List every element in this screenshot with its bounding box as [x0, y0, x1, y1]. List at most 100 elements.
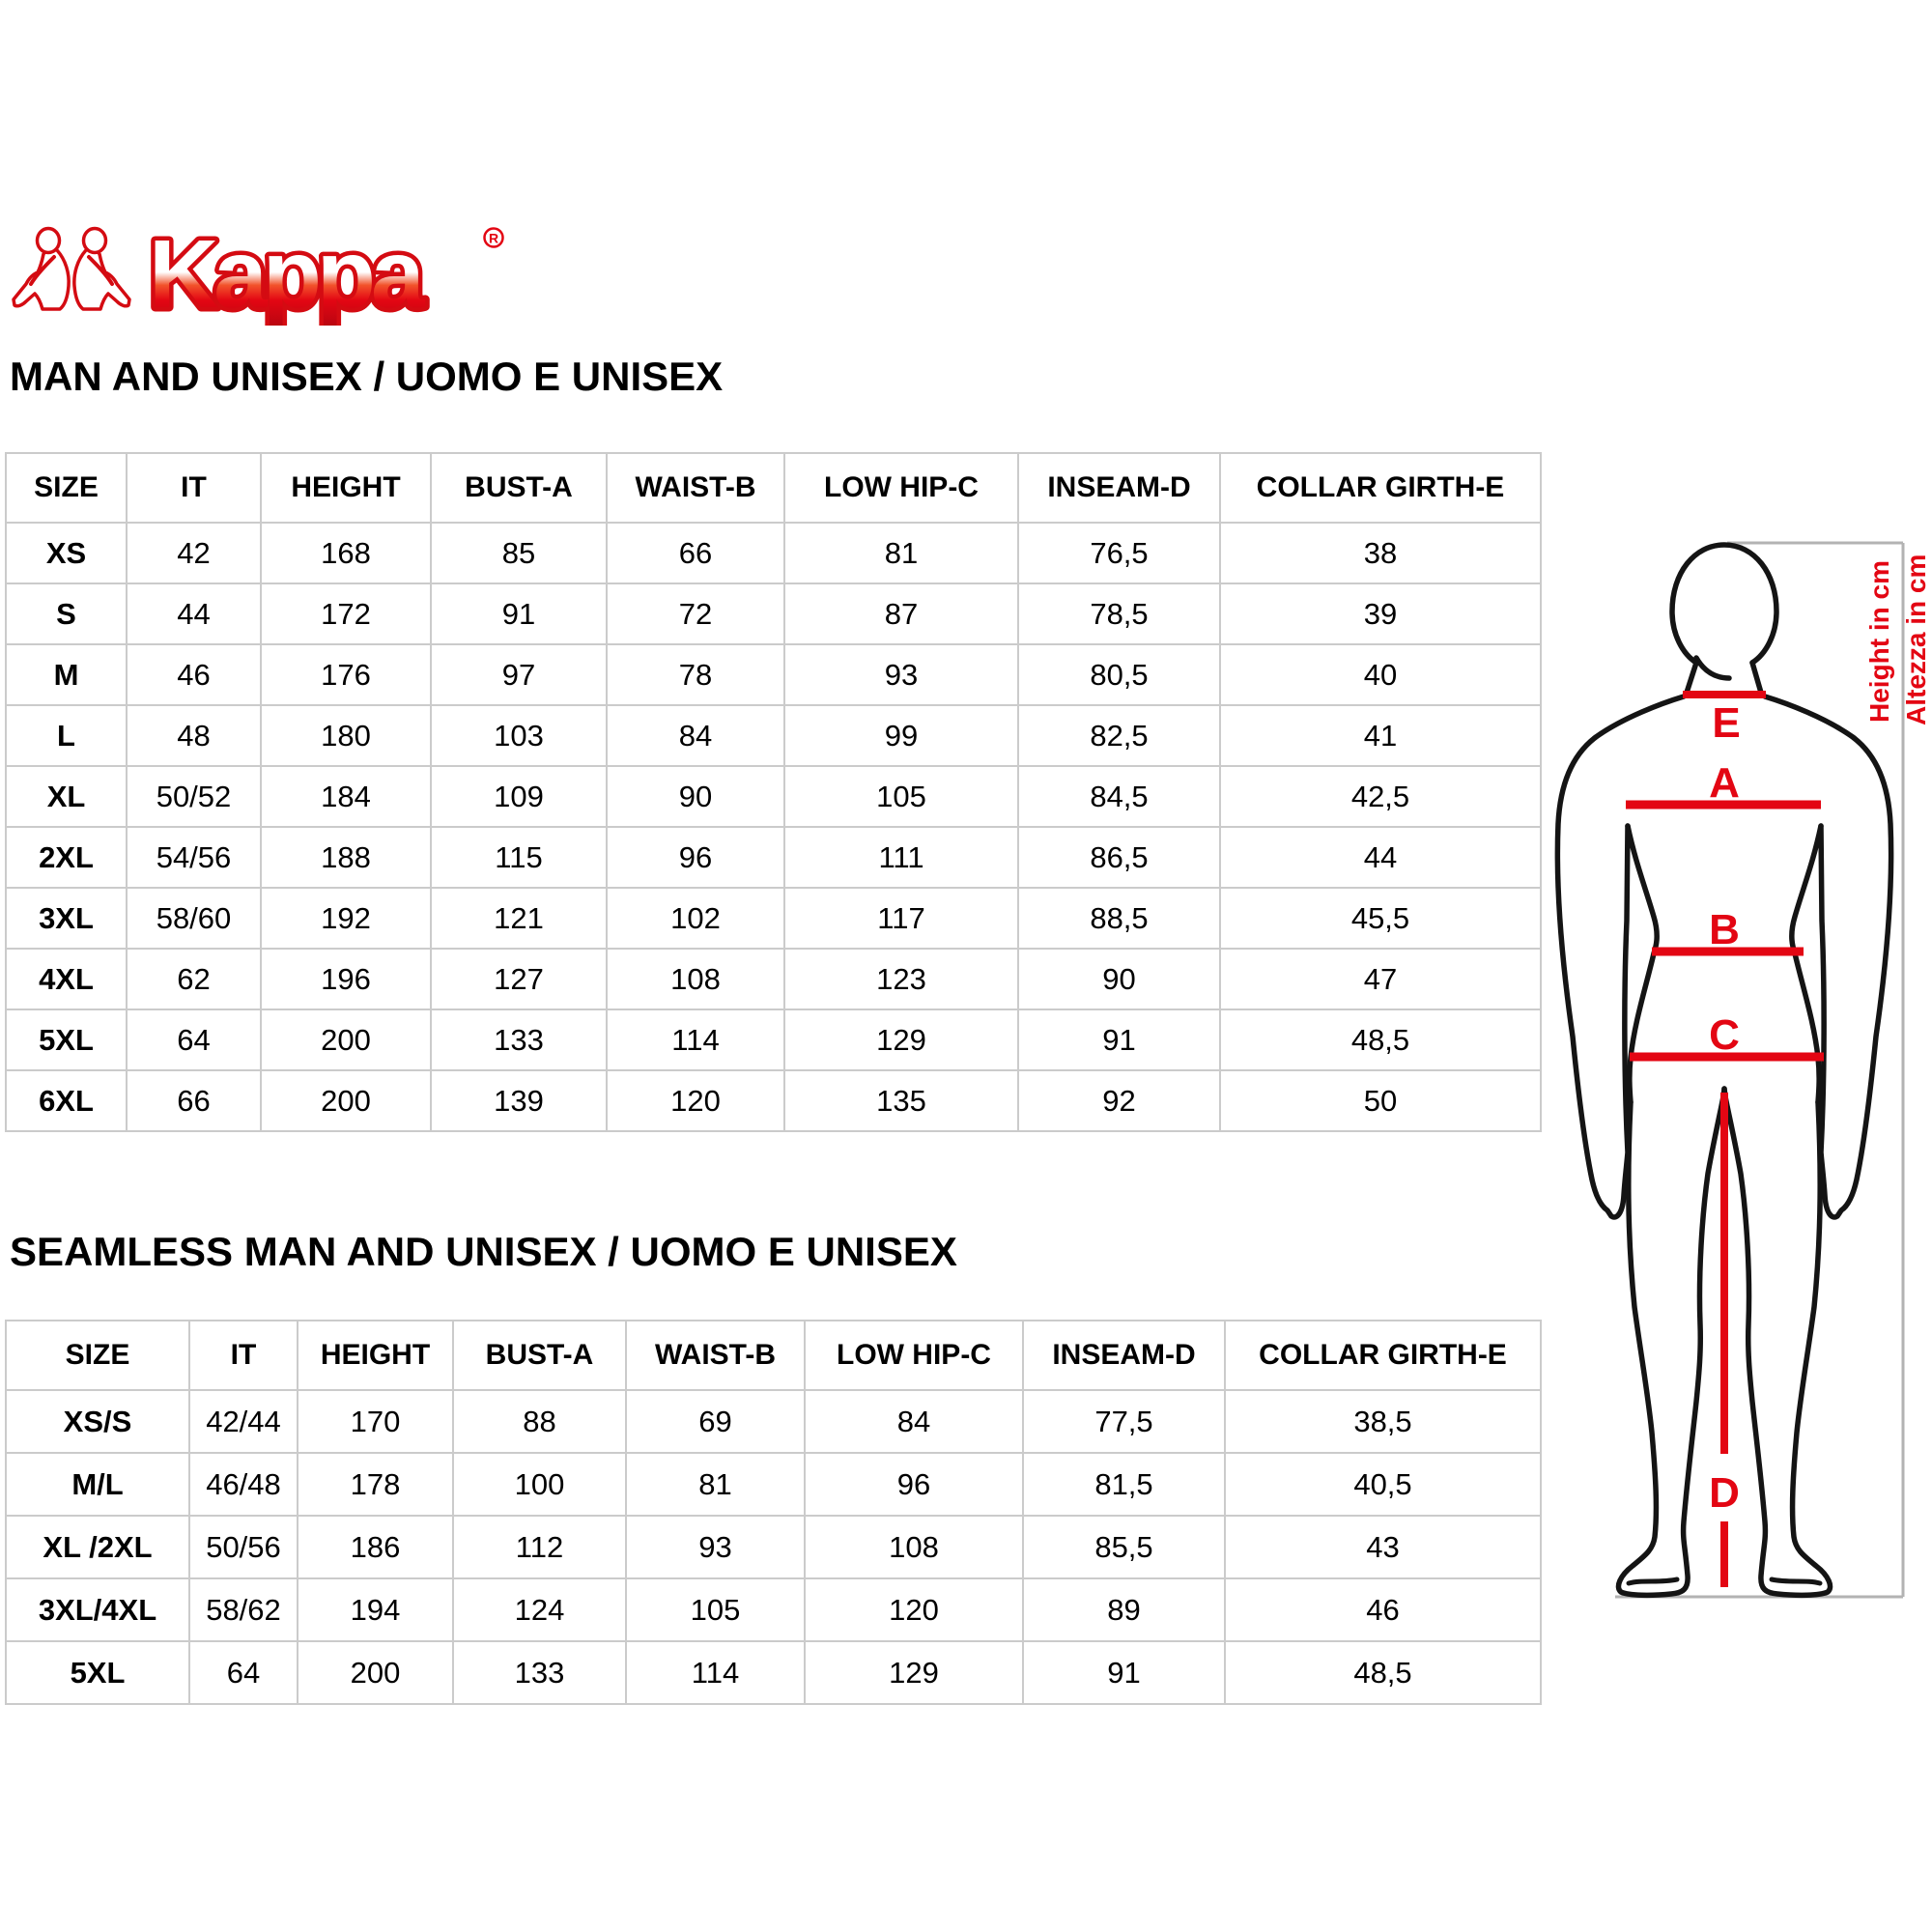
table-row: XS/S 42/44 170 88 69 84 77,5 38,5 [5, 1389, 1542, 1454]
table-cell: 46/48 [188, 1452, 298, 1517]
table-cell: 93 [625, 1515, 806, 1579]
table-row: 3XL 58/60 192 121 102 117 88,5 45,5 [5, 887, 1542, 950]
table-row: 6XL 66 200 139 120 135 92 50 [5, 1069, 1542, 1132]
table-cell: 188 [260, 826, 432, 889]
column-header: IT [188, 1320, 298, 1391]
table-cell: 103 [430, 704, 608, 767]
table-cell: 96 [804, 1452, 1024, 1517]
table-cell: 109 [430, 765, 608, 828]
table-row: M/L 46/48 178 100 81 96 81,5 40,5 [5, 1452, 1542, 1517]
table-row: 5XL 64 200 133 114 129 91 48,5 [5, 1009, 1542, 1071]
table-cell: 58/60 [126, 887, 262, 950]
table-cell: 133 [452, 1640, 627, 1705]
label-b: B [1709, 906, 1740, 953]
kappa-logo-graphic: Kappa R [12, 216, 504, 333]
table-cell: 42/44 [188, 1389, 298, 1454]
table-cell: 133 [430, 1009, 608, 1071]
table-cell: 46 [1224, 1577, 1542, 1642]
table-row: L 48 180 103 84 99 82,5 41 [5, 704, 1542, 767]
table-cell: 124 [452, 1577, 627, 1642]
table-cell: 115 [430, 826, 608, 889]
table-cell: 72 [606, 582, 785, 645]
table-cell: 40 [1219, 643, 1542, 706]
table-row: 2XL 54/56 188 115 96 111 86,5 44 [5, 826, 1542, 889]
kappa-logo: Kappa R [8, 214, 520, 333]
section-heading-man-unisex: MAN AND UNISEX / UOMO E UNISEX [10, 354, 724, 399]
size-label-cell: 4XL [5, 948, 128, 1010]
table-cell: 41 [1219, 704, 1542, 767]
table-cell: 64 [188, 1640, 298, 1705]
table-cell: 78,5 [1017, 582, 1221, 645]
table-cell: 38 [1219, 522, 1542, 584]
table-cell: 135 [783, 1069, 1019, 1132]
table-cell: 120 [606, 1069, 785, 1132]
table-cell: 90 [1017, 948, 1221, 1010]
table-cell: 105 [783, 765, 1019, 828]
table-cell: 76,5 [1017, 522, 1221, 584]
table-cell: 50/56 [188, 1515, 298, 1579]
table-cell: 91 [1017, 1009, 1221, 1071]
table-cell: 89 [1022, 1577, 1226, 1642]
table-cell: 42,5 [1219, 765, 1542, 828]
table-cell: 48,5 [1224, 1640, 1542, 1705]
size-label-cell: 3XL [5, 887, 128, 950]
column-header: IT [126, 452, 262, 524]
size-table-seamless-man-unisex: SIZE IT HEIGHT BUST-A WAIST-B LOW HIP-C INSEAM… [5, 1320, 1542, 1705]
table-cell: 178 [297, 1452, 454, 1517]
table-cell: 87 [783, 582, 1019, 645]
size-label-cell: L [5, 704, 128, 767]
table-row: XS 42 168 85 66 81 76,5 38 [5, 522, 1542, 584]
table-cell: 81,5 [1022, 1452, 1226, 1517]
column-header: COLLAR GIRTH-E [1224, 1320, 1542, 1391]
label-e: E [1712, 699, 1740, 747]
height-note-it: Altezza in cm [1901, 554, 1931, 725]
table-row: XL /2XL 50/56 186 112 93 108 85,5 43 [5, 1515, 1542, 1579]
table-row: XL 50/52 184 109 90 105 84,5 42,5 [5, 765, 1542, 828]
table-cell: 196 [260, 948, 432, 1010]
table-row: 5XL 64 200 133 114 129 91 48,5 [5, 1640, 1542, 1705]
table-cell: 90 [606, 765, 785, 828]
table-cell: 176 [260, 643, 432, 706]
table-cell: 78 [606, 643, 785, 706]
table-cell: 69 [625, 1389, 806, 1454]
kappa-omini-icon [12, 226, 131, 311]
table-cell: 129 [783, 1009, 1019, 1071]
table-cell: 108 [606, 948, 785, 1010]
size-label-cell: M [5, 643, 128, 706]
size-label-cell: XS/S [5, 1389, 190, 1454]
table-row: M 46 176 97 78 93 80,5 40 [5, 643, 1542, 706]
table-cell: 93 [783, 643, 1019, 706]
size-label-cell: 3XL/4XL [5, 1577, 190, 1642]
size-label-cell: XS [5, 522, 128, 584]
table-cell: 168 [260, 522, 432, 584]
column-header: BUST-A [430, 452, 608, 524]
table-cell: 180 [260, 704, 432, 767]
table-cell: 47 [1219, 948, 1542, 1010]
column-header: COLLAR GIRTH-E [1219, 452, 1542, 524]
size-label-cell: 2XL [5, 826, 128, 889]
table-cell: 192 [260, 887, 432, 950]
table-cell: 48,5 [1219, 1009, 1542, 1071]
table-cell: 50/52 [126, 765, 262, 828]
table-cell: 85 [430, 522, 608, 584]
table-cell: 170 [297, 1389, 454, 1454]
measurement-lines [1626, 691, 1824, 1587]
section-heading-seamless-man-unisex: SEAMLESS MAN AND UNISEX / UOMO E UNISEX [10, 1229, 957, 1274]
column-header: SIZE [5, 1320, 190, 1391]
table-cell: 100 [452, 1452, 627, 1517]
table-cell: 92 [1017, 1069, 1221, 1132]
column-header: SIZE [5, 452, 128, 524]
table-cell: 117 [783, 887, 1019, 950]
column-header: INSEAM-D [1017, 452, 1221, 524]
table-cell: 121 [430, 887, 608, 950]
table-cell: 39 [1219, 582, 1542, 645]
table-cell: 48 [126, 704, 262, 767]
column-header: HEIGHT [260, 452, 432, 524]
table-cell: 172 [260, 582, 432, 645]
size-label-cell: 5XL [5, 1009, 128, 1071]
table-cell: 50 [1219, 1069, 1542, 1132]
label-c: C [1709, 1011, 1740, 1059]
table-cell: 111 [783, 826, 1019, 889]
table-cell: 85,5 [1022, 1515, 1226, 1579]
table-cell: 84 [606, 704, 785, 767]
